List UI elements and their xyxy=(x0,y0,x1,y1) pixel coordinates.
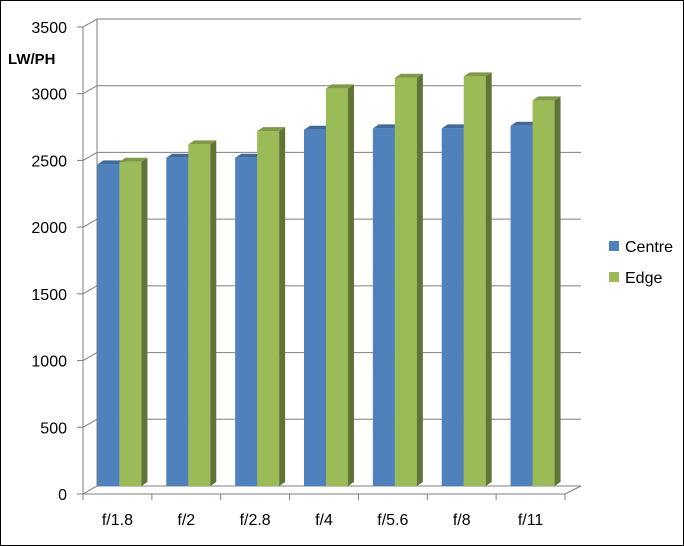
legend-swatch-edge xyxy=(609,272,619,282)
bar-side xyxy=(279,127,286,486)
y-axis-label: LW/PH xyxy=(8,51,56,68)
bar-front xyxy=(532,100,555,487)
x-tick-label: f/8 xyxy=(453,512,471,529)
bar-front xyxy=(97,164,120,487)
bar-top xyxy=(394,73,423,78)
y-tick-label: 1000 xyxy=(31,354,67,371)
x-tick-label: f/11 xyxy=(518,512,544,529)
chart-floor xyxy=(81,485,582,495)
bar-side xyxy=(348,84,354,486)
bar-front xyxy=(372,128,395,486)
bar-top xyxy=(372,124,401,129)
x-tick-labels: f/1.8 f/2 f/2.8 f/4 f/5.6 f/8 f/11 xyxy=(82,494,566,529)
bar-edge xyxy=(257,127,286,486)
bar-side xyxy=(210,140,217,486)
bar-top xyxy=(532,96,561,101)
bar-front xyxy=(510,125,533,486)
bar-side xyxy=(485,72,492,487)
y-tick-label: 3500 xyxy=(31,20,67,37)
legend-label-edge: Edge xyxy=(625,270,662,287)
bar-edge xyxy=(532,96,561,487)
y-tick-label: 0 xyxy=(58,487,67,504)
x-tick-label: f/2.8 xyxy=(240,512,271,529)
bar-top xyxy=(326,84,354,89)
bar-edge xyxy=(394,73,423,487)
legend: Centre Edge xyxy=(609,239,673,287)
y-tick-label: 1500 xyxy=(31,287,67,304)
x-tick-label: f/4 xyxy=(315,512,333,529)
y-tick-label: 2000 xyxy=(31,220,67,237)
bar-front xyxy=(304,129,326,486)
bar-edge xyxy=(326,84,354,486)
bar-front xyxy=(166,157,189,486)
bar-front xyxy=(326,88,348,486)
x-tick-label: f/2 xyxy=(177,512,195,529)
bar-edge xyxy=(463,72,492,487)
bar-top xyxy=(463,72,492,77)
bar-top xyxy=(119,157,148,162)
bar-front xyxy=(257,131,280,486)
bar-side xyxy=(416,73,423,487)
x-tick-label: f/1.8 xyxy=(102,512,133,529)
floor-plane xyxy=(81,485,582,495)
bar-front xyxy=(235,157,258,486)
bar-top xyxy=(97,160,126,165)
bar-top xyxy=(304,125,332,130)
bar-top xyxy=(510,121,539,126)
bar-side xyxy=(141,157,148,487)
gridline-side xyxy=(82,85,98,95)
bar-edge xyxy=(119,157,148,487)
bar-front xyxy=(119,161,142,487)
y-tick-label: 3000 xyxy=(31,87,67,104)
legend-swatch-centre xyxy=(609,241,619,251)
gridline-side xyxy=(82,285,98,295)
gridline-side xyxy=(82,352,98,362)
gridline-side xyxy=(82,218,98,228)
bar-top xyxy=(235,153,264,158)
bars xyxy=(97,72,561,487)
legend-label-centre: Centre xyxy=(625,239,673,256)
y-tick-label: 2500 xyxy=(31,153,67,170)
bar-top xyxy=(166,153,195,158)
bar-side xyxy=(554,96,561,487)
bar-top xyxy=(257,127,286,132)
gridline-side xyxy=(82,151,98,161)
y-tick-labels: 0 500 1000 1500 2000 2500 3000 3500 xyxy=(31,20,67,504)
bar-front xyxy=(441,128,464,486)
bar-top xyxy=(441,124,470,129)
x-tick-label: f/5.6 xyxy=(377,512,408,529)
bar-front xyxy=(188,144,211,486)
gridline-side xyxy=(82,18,98,28)
y-tick-label: 500 xyxy=(40,420,67,437)
gridline-side xyxy=(82,418,98,428)
bar-edge xyxy=(188,140,217,486)
bar-front xyxy=(463,76,486,487)
bar-front xyxy=(394,77,417,487)
bar-top xyxy=(188,140,217,145)
